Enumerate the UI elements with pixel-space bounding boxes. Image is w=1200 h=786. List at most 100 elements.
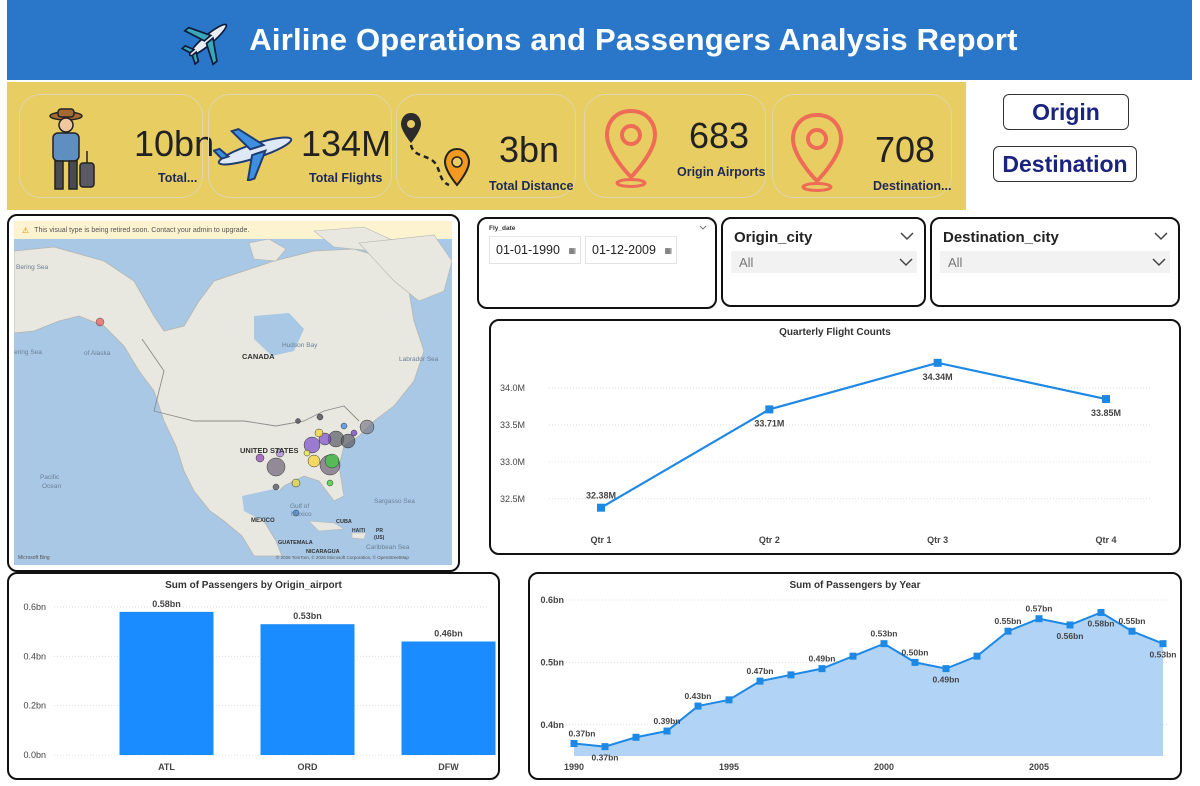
data-label: 0.58bn bbox=[152, 599, 181, 609]
map-label: Labrador Sea bbox=[399, 356, 439, 363]
us-canada-border bbox=[153, 405, 360, 427]
calendar-icon[interactable]: ▦ bbox=[664, 245, 672, 255]
kpi-card-origin-airports: 683 Origin Airports bbox=[584, 94, 766, 198]
airport-bubble bbox=[316, 413, 324, 421]
data-point bbox=[663, 727, 671, 735]
data-label: 0.55bn bbox=[995, 616, 1022, 626]
data-point bbox=[597, 503, 605, 512]
data-point bbox=[880, 640, 888, 648]
data-label: 0.37bn bbox=[592, 753, 619, 763]
hispaniola-land bbox=[351, 532, 367, 540]
chevron-down-icon[interactable] bbox=[699, 225, 707, 231]
kpi-card-destination-airports: 708 Destination... bbox=[772, 94, 952, 198]
airport-bubble bbox=[314, 428, 324, 438]
location-pin-icon bbox=[604, 108, 658, 188]
data-label: 0.49bn bbox=[809, 654, 836, 664]
airport-bubbles[interactable] bbox=[95, 317, 375, 517]
data-point bbox=[694, 702, 702, 710]
data-point bbox=[1097, 608, 1105, 616]
bar bbox=[119, 611, 214, 755]
airport-bubble bbox=[292, 509, 300, 517]
data-label: 0.53bn bbox=[871, 629, 898, 639]
kpi-strip: 10bn Total... 134M Total Flights 3bn Tot… bbox=[7, 82, 966, 210]
data-label: 0.43bn bbox=[685, 691, 712, 701]
kpi-label: Origin Airports bbox=[677, 165, 766, 179]
map-label: ering Sea bbox=[14, 349, 42, 356]
chevron-down-icon[interactable] bbox=[900, 231, 914, 241]
x-tick-label: 2005 bbox=[1029, 762, 1049, 772]
data-point bbox=[1066, 621, 1074, 629]
map-label: (US) bbox=[374, 535, 385, 541]
destination-slicer-title: Destination_city bbox=[943, 229, 1059, 246]
map-label: UNITED STATES bbox=[240, 446, 298, 455]
data-point bbox=[849, 652, 857, 660]
kpi-value: 683 bbox=[689, 115, 750, 156]
x-tick-label: DFW bbox=[438, 762, 459, 772]
data-point bbox=[818, 665, 826, 673]
chevron-down-icon[interactable] bbox=[1154, 231, 1168, 241]
origin-airport-bar-chart[interactable]: 0.0bn 0.2bn 0.4bn 0.6bn 0.58bn ATL 0.53bn ORD 0.… bbox=[9, 574, 498, 778]
data-label: 0.50bn bbox=[902, 647, 929, 657]
data-label: 34.34M bbox=[923, 372, 953, 382]
bubble-map[interactable]: ⚠ This visual type is being retired soon… bbox=[14, 221, 452, 565]
bar bbox=[401, 641, 496, 755]
airport-bubble bbox=[326, 479, 334, 487]
x-tick-label: Qtr 1 bbox=[590, 535, 611, 545]
destination-city-dropdown[interactable]: All bbox=[940, 251, 1170, 273]
chart-title: Quarterly Flight Counts bbox=[779, 327, 891, 338]
traveler-icon bbox=[49, 108, 95, 190]
airport-bubble bbox=[272, 483, 280, 491]
data-label: 0.58bn bbox=[1088, 618, 1115, 628]
date-slicer-title: Fly_date bbox=[489, 225, 516, 232]
map-label: Sargasso Sea bbox=[374, 498, 415, 505]
data-label: 0.47bn bbox=[747, 666, 774, 676]
map-label: Ocean bbox=[42, 483, 62, 490]
x-tick-label: ATL bbox=[158, 762, 175, 772]
x-tick-label: 2000 bbox=[874, 762, 894, 772]
airport-bubble bbox=[340, 433, 356, 449]
x-tick-label: ORD bbox=[298, 762, 319, 772]
data-point bbox=[601, 743, 609, 751]
origin-city-dropdown[interactable]: All bbox=[731, 251, 917, 273]
y-tick-label: 0.4bn bbox=[540, 720, 564, 730]
start-date-input[interactable]: 01-01-1990 ▦ bbox=[489, 236, 581, 264]
destination-city-slicer: Destination_city All bbox=[930, 217, 1180, 307]
year-area-chart[interactable]: 0.4bn 0.5bn 0.6bn 0.37bn 0.37bn 0.39bn 0.43bn 0… bbox=[530, 574, 1180, 778]
data-point bbox=[756, 677, 764, 685]
destination-nav-button[interactable]: Destination bbox=[993, 146, 1137, 182]
data-point bbox=[725, 696, 733, 704]
data-point bbox=[1159, 640, 1167, 648]
data-label: 0.37bn bbox=[569, 729, 596, 739]
data-point bbox=[973, 652, 981, 660]
kpi-card-total-passengers: 10bn Total... bbox=[19, 94, 214, 198]
x-tick-label: Qtr 4 bbox=[1095, 535, 1116, 545]
quarterly-line-chart[interactable]: 32.5M 33.0M 33.5M 34.0M 32.38M Qtr 1 33.71M Qtr… bbox=[491, 321, 1179, 553]
data-label: 0.53bn bbox=[1150, 650, 1177, 660]
data-label: 33.71M bbox=[754, 418, 784, 428]
map-label: NICARAGUA bbox=[306, 549, 340, 555]
chevron-down-icon[interactable] bbox=[899, 257, 913, 267]
airport-bubble bbox=[307, 454, 321, 468]
origin-nav-button[interactable]: Origin bbox=[1003, 94, 1129, 130]
end-date-input[interactable]: 01-12-2009 ▦ bbox=[585, 236, 677, 264]
y-tick-label: 0.0bn bbox=[23, 750, 46, 760]
map-label: of Alaska bbox=[84, 350, 111, 357]
report-header: Airline Operations and Passengers Analys… bbox=[7, 0, 1192, 80]
airport-bubble bbox=[350, 429, 358, 437]
kpi-card-total-distance: 3bn Total Distance bbox=[396, 94, 576, 198]
data-point bbox=[1128, 627, 1136, 635]
y-tick-label: 33.0M bbox=[500, 457, 525, 467]
data-label: 33.85M bbox=[1091, 408, 1121, 418]
map-label: PR bbox=[376, 528, 383, 534]
origin-city-value: All bbox=[739, 254, 754, 270]
airport-bubble bbox=[303, 449, 311, 457]
map-label: Pacific bbox=[40, 474, 60, 481]
x-tick-label: 1990 bbox=[564, 762, 584, 772]
arctic-island bbox=[248, 238, 287, 262]
map-label: GUATEMALA bbox=[278, 540, 313, 546]
chevron-down-icon[interactable] bbox=[1152, 257, 1166, 267]
airport-bubble bbox=[340, 422, 348, 430]
calendar-icon[interactable]: ▦ bbox=[568, 245, 576, 255]
airport-bubble bbox=[324, 453, 340, 469]
bing-logo: Microsoft Bing bbox=[18, 555, 50, 561]
